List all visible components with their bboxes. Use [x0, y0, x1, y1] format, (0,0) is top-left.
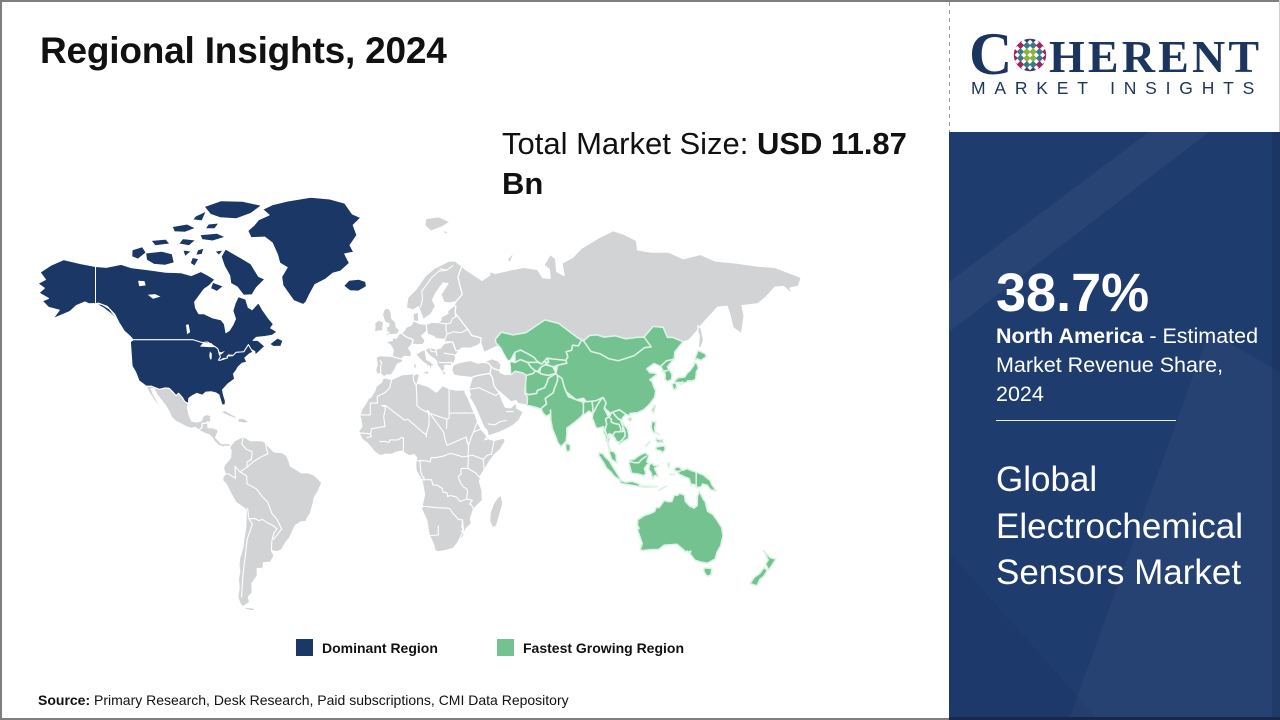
svg-text:MARKET INSIGHTS: MARKET INSIGHTS	[971, 78, 1263, 98]
svg-text:HERENT: HERENT	[1049, 31, 1259, 82]
svg-text:C: C	[969, 21, 1012, 87]
